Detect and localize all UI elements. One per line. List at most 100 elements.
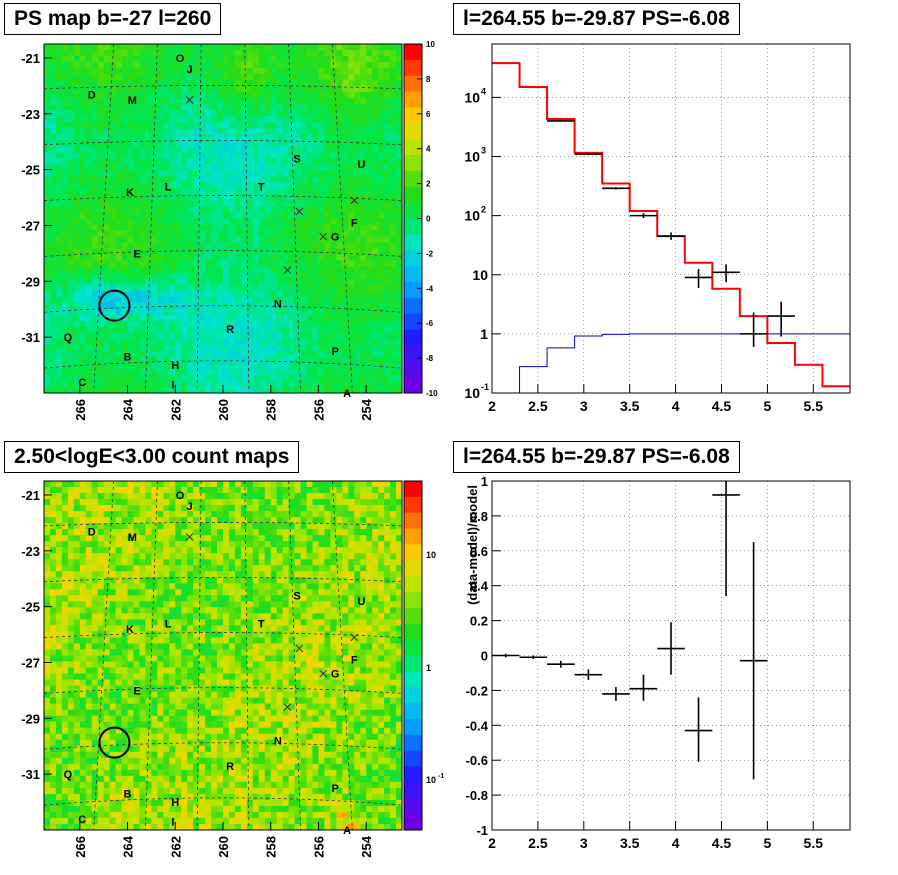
x-tick-label: 3 — [580, 835, 588, 851]
colorbar-tick-label: 10 — [426, 40, 435, 49]
source-label-L: L — [165, 181, 172, 193]
x-tick-label: 3 — [580, 398, 588, 414]
y-tick-label: -0.2 — [466, 683, 488, 698]
ps-colorbar — [404, 44, 422, 394]
colorbar-tick-label: -2 — [426, 249, 434, 258]
y-tick-label: 1 — [480, 326, 488, 342]
y-tick-label: -1 — [476, 823, 488, 838]
colorbar-tick-label: -4 — [426, 284, 434, 293]
grid-longitude-line — [196, 43, 202, 394]
source-label-F: F — [351, 655, 358, 667]
residual-plot: 2 2.5 3 3.5 4 4.5 5 5.5 1 0.8 0.6 0.4 0.2 0 -0.2 -0.4 -0… — [465, 474, 851, 851]
y-tick-label: -31 — [21, 330, 40, 345]
source-x-marker — [319, 232, 328, 241]
source-label-Q: Q — [64, 769, 73, 781]
source-label-T: T — [258, 181, 265, 193]
model-histogram-line — [492, 62, 850, 388]
source-label-N: N — [274, 736, 282, 748]
residual-y-axis-label: (data-model)/model — [465, 485, 480, 605]
source-label-H: H — [171, 797, 179, 809]
x-tick-label: 264 — [121, 398, 136, 420]
x-tick-label: 266 — [73, 836, 88, 858]
source-label-E: E — [133, 248, 140, 260]
source-label-G: G — [331, 232, 340, 244]
colorbar-tick-label: 10 — [426, 775, 436, 785]
count-map-plot: OJ D M S U K L T FG E N R Q P B H C I A -21 -23 -25 -27 -29 -31 2… — [21, 480, 444, 858]
source-label-J: J — [187, 501, 193, 513]
source-label-J: J — [187, 64, 193, 76]
x-tick-label: 256 — [311, 399, 326, 421]
grid-longitude-line — [331, 43, 353, 394]
x-tick-label: 5.5 — [804, 398, 824, 414]
colorbar-tick-label: -8 — [426, 354, 434, 363]
grid-longitude-line — [331, 480, 353, 831]
source-label-A: A — [343, 388, 351, 400]
spectrum-grid — [491, 44, 850, 393]
x-tick-label: 4 — [672, 835, 680, 851]
y-tick-label: -29 — [21, 274, 40, 289]
colorbar-tick-label: -6 — [426, 319, 434, 328]
x-tick-label: 262 — [168, 399, 183, 421]
source-label-D: D — [88, 89, 96, 101]
source-label-P: P — [332, 783, 339, 795]
source-x-marker — [350, 196, 359, 205]
grid-longitude-line — [93, 480, 115, 831]
y-tick-exponent: -1 — [481, 382, 489, 392]
grid-longitude-line — [93, 43, 115, 394]
x-tick-label: 2.5 — [528, 398, 548, 414]
colorbar-tick-label: 6 — [426, 110, 431, 119]
x-tick-label: 254 — [359, 835, 374, 857]
source-label-P: P — [332, 346, 339, 358]
source-label-B: B — [124, 352, 132, 364]
grid-longitude-line — [145, 43, 158, 394]
count-map-grid — [43, 480, 403, 831]
y-tick-label: 10 — [464, 385, 480, 401]
source-label-F: F — [351, 218, 358, 230]
y-tick-exponent: 3 — [481, 146, 486, 156]
y-tick-label: -27 — [21, 218, 40, 233]
source-label-M: M — [128, 95, 137, 107]
x-tick-label: 256 — [311, 836, 326, 858]
x-tick-label: 254 — [359, 398, 374, 420]
x-tick-label: 260 — [216, 399, 231, 421]
source-label-K: K — [126, 187, 134, 199]
x-tick-label: 3.5 — [620, 398, 640, 414]
x-tick-label: 2 — [488, 835, 496, 851]
y-tick-label: -0.6 — [466, 753, 488, 768]
spectrum-title: l=264.55 b=-29.87 PS=-6.08 — [453, 3, 740, 35]
colorbar-frame — [403, 480, 423, 831]
source-label-M: M — [128, 532, 137, 544]
colorbar-tick-label: 0 — [426, 215, 431, 224]
source-label-U: U — [357, 159, 365, 171]
x-tick-label: 5 — [763, 398, 771, 414]
colorbar-tick-label: 8 — [426, 75, 431, 84]
y-tick-label: -0.8 — [466, 788, 488, 803]
source-label-E: E — [133, 685, 140, 697]
source-x-marker — [283, 266, 292, 275]
source-label-U: U — [357, 596, 365, 608]
grid-longitude-line — [288, 480, 301, 831]
grid-longitude-line — [244, 480, 250, 831]
source-circle — [98, 289, 131, 322]
x-tick-label: 260 — [216, 836, 231, 858]
source-label-C: C — [78, 377, 86, 389]
source-label-C: C — [78, 814, 86, 826]
y-tick-label: 10 — [472, 267, 488, 283]
source-x-marker — [295, 207, 304, 216]
x-tick-label: 5.5 — [804, 835, 824, 851]
grid-longitude-line — [145, 480, 158, 831]
source-label-K: K — [126, 624, 134, 636]
y-tick-label: 0 — [481, 649, 488, 664]
y-tick-label: 1 — [481, 474, 488, 489]
y-tick-label: 10 — [464, 208, 480, 224]
y-tick-label: -27 — [21, 655, 40, 670]
source-label-D: D — [88, 526, 96, 538]
y-tick-label: -29 — [21, 711, 40, 726]
colorbar-tick-label: -1 — [438, 773, 444, 780]
count-colorbar — [404, 481, 422, 831]
source-label-S: S — [293, 590, 300, 602]
x-tick-label: 4.5 — [712, 398, 732, 414]
y-tick-label: 0.4 — [470, 579, 489, 594]
